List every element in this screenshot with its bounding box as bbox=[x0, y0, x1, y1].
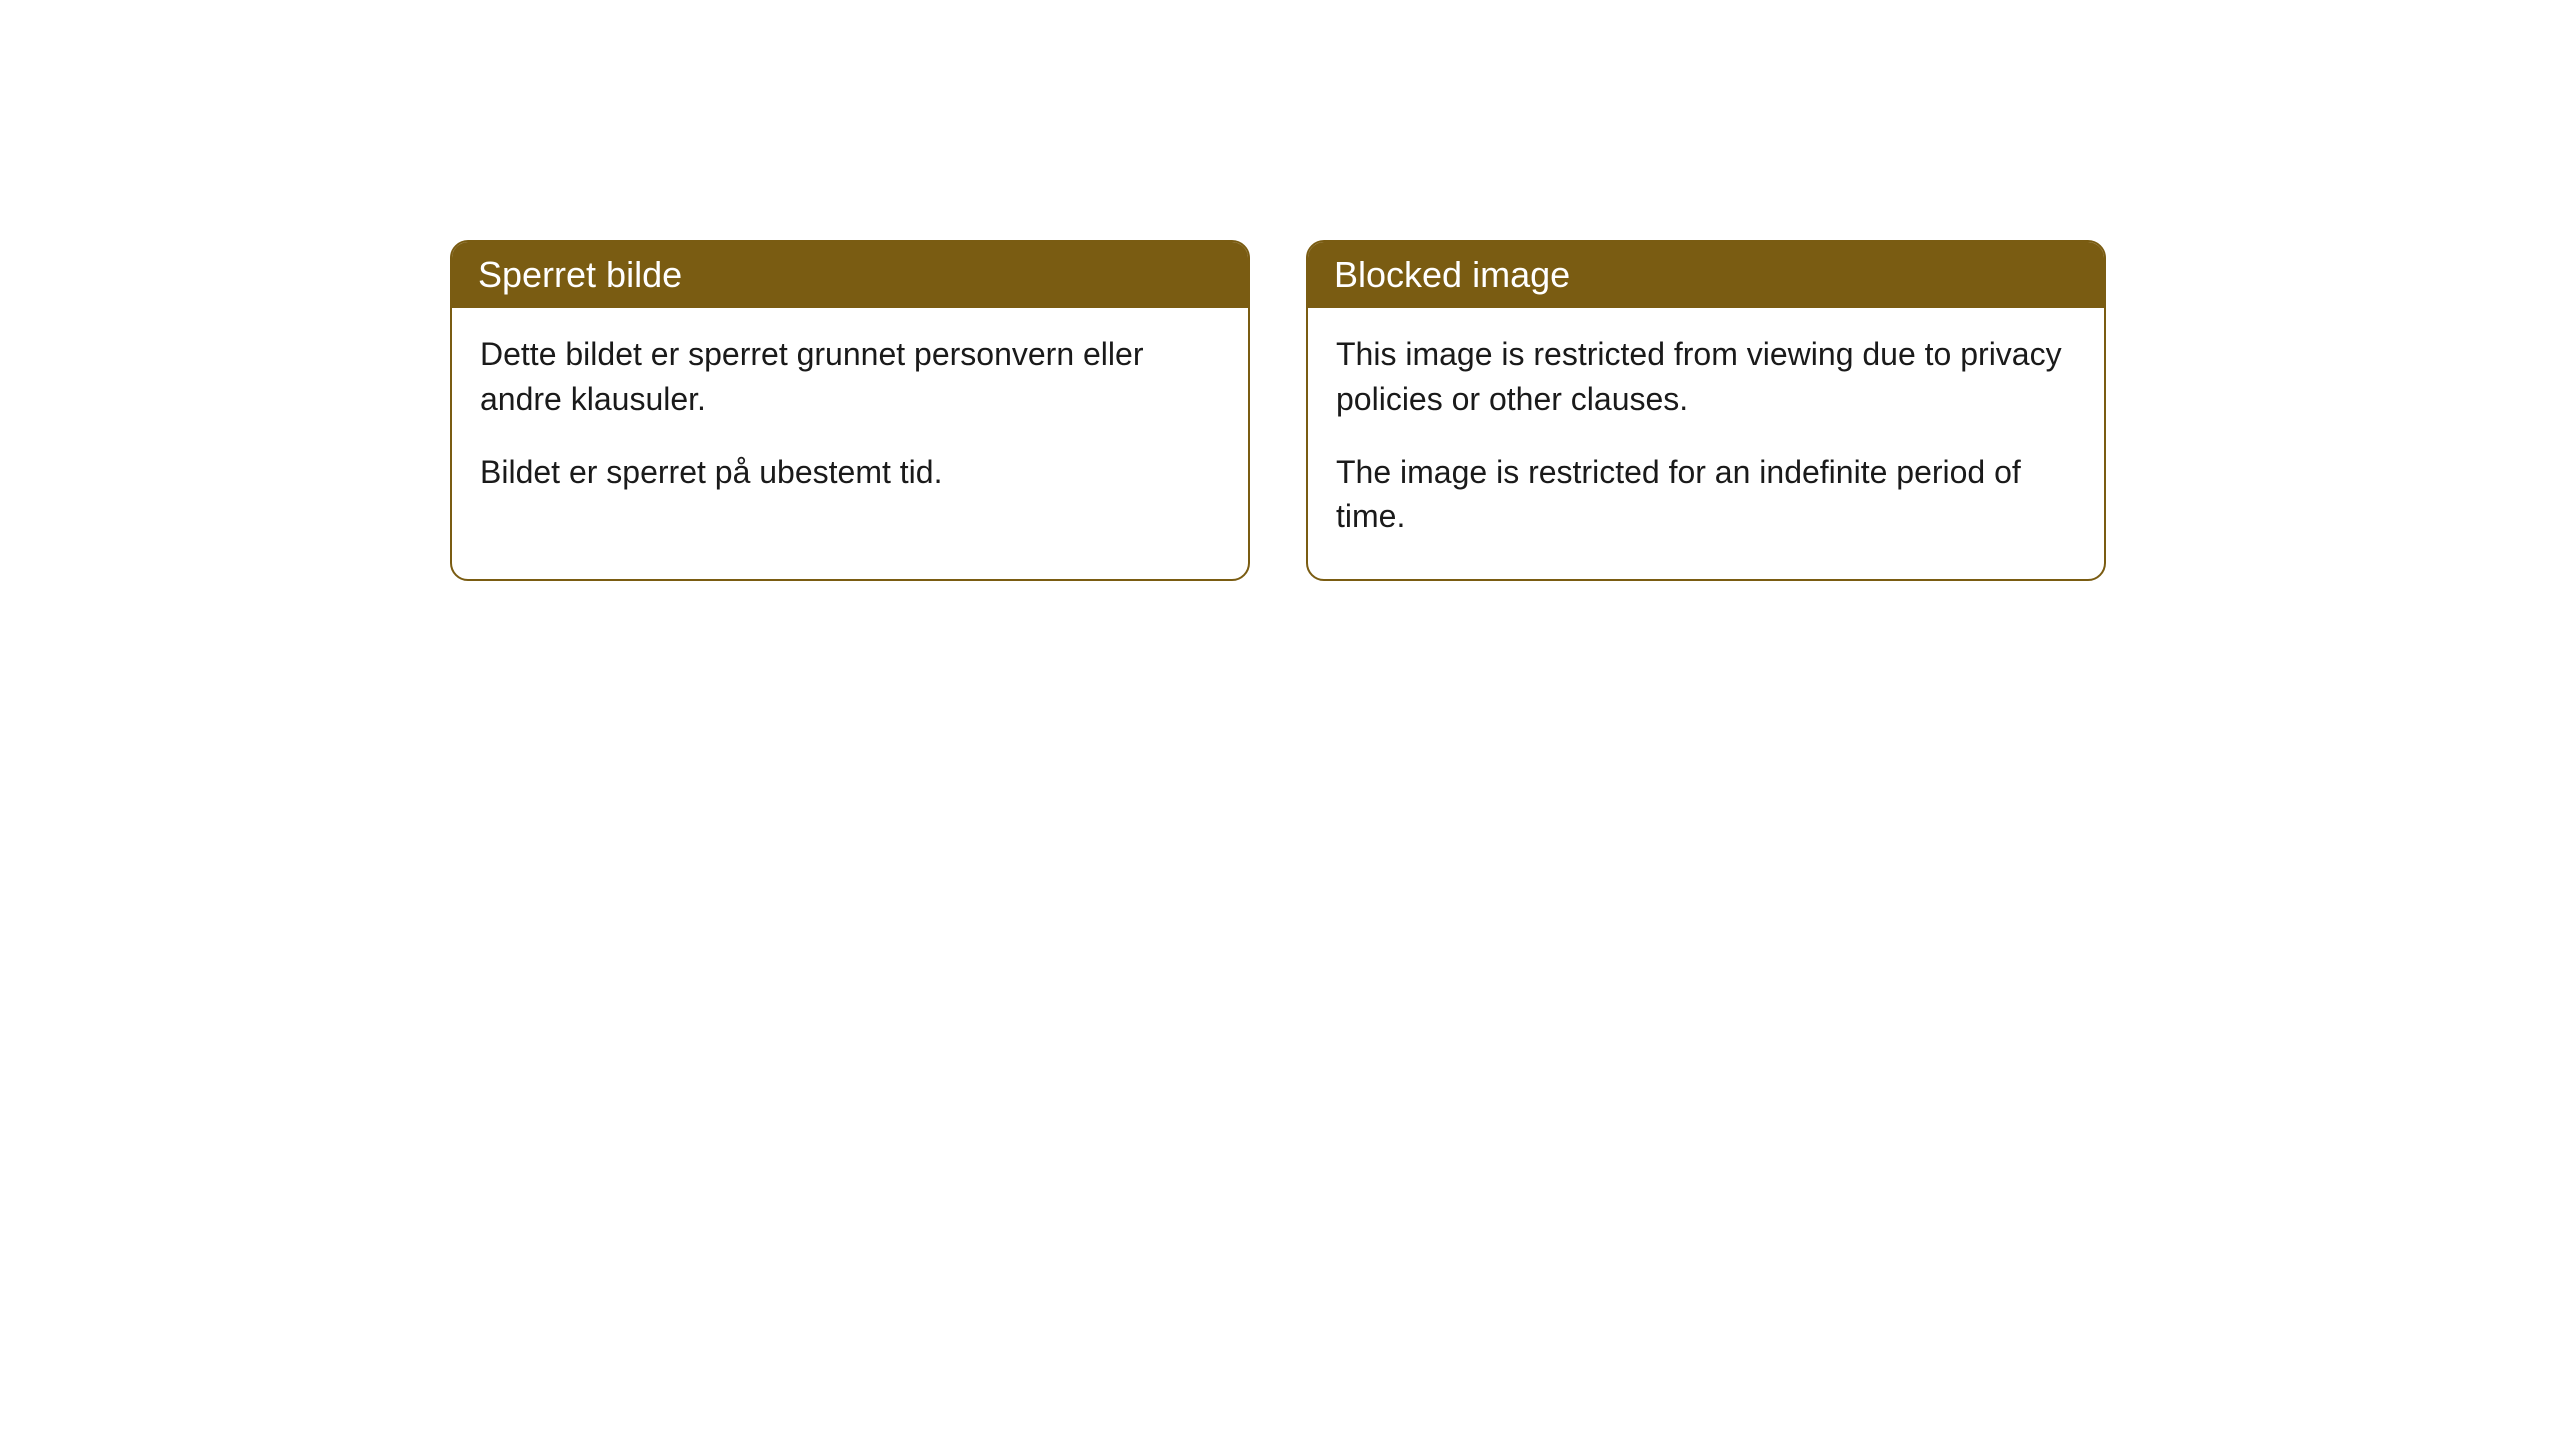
card-header-english: Blocked image bbox=[1308, 242, 2104, 308]
card-body-english: This image is restricted from viewing du… bbox=[1308, 308, 2104, 579]
card-header-norwegian: Sperret bilde bbox=[452, 242, 1248, 308]
card-paragraph-1-english: This image is restricted from viewing du… bbox=[1336, 332, 2076, 422]
card-paragraph-2-norwegian: Bildet er sperret på ubestemt tid. bbox=[480, 450, 1220, 495]
card-paragraph-1-norwegian: Dette bildet er sperret grunnet personve… bbox=[480, 332, 1220, 422]
card-body-norwegian: Dette bildet er sperret grunnet personve… bbox=[452, 308, 1248, 534]
blocked-image-card-english: Blocked image This image is restricted f… bbox=[1306, 240, 2106, 581]
blocked-image-card-norwegian: Sperret bilde Dette bildet er sperret gr… bbox=[450, 240, 1250, 581]
notice-cards-container: Sperret bilde Dette bildet er sperret gr… bbox=[450, 240, 2560, 581]
card-paragraph-2-english: The image is restricted for an indefinit… bbox=[1336, 450, 2076, 540]
